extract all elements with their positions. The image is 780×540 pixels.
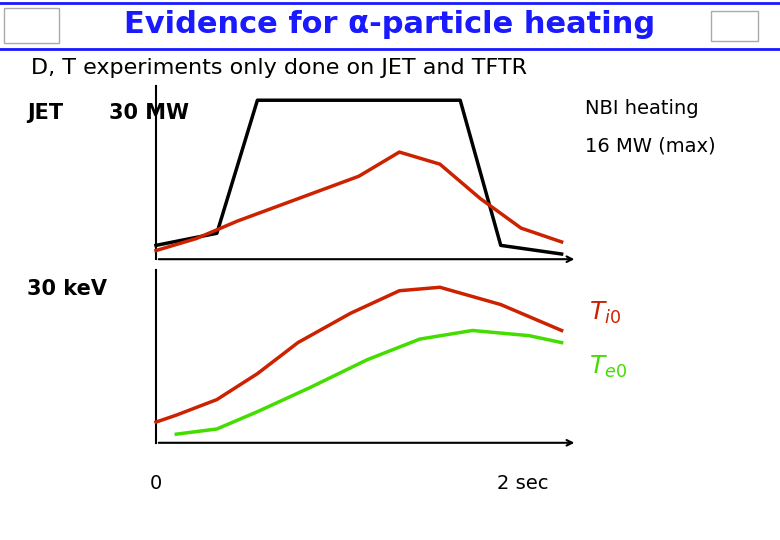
Text: JET: JET — [27, 103, 63, 124]
Text: 2 sec: 2 sec — [497, 474, 548, 493]
Text: $T_{i0}$: $T_{i0}$ — [589, 300, 621, 326]
Text: D, T experiments only done on JET and TFTR: D, T experiments only done on JET and TF… — [31, 57, 527, 78]
Text: 0: 0 — [150, 474, 162, 493]
Bar — [0, 0, 780, 49]
Text: NBI heating: NBI heating — [585, 98, 699, 118]
Text: 30 MW: 30 MW — [109, 103, 190, 124]
Text: Evidence for α-particle heating: Evidence for α-particle heating — [125, 10, 655, 39]
Bar — [711, 11, 758, 40]
Text: $T_{e0}$: $T_{e0}$ — [589, 354, 627, 380]
Text: 16 MW (max): 16 MW (max) — [585, 136, 715, 156]
Bar — [4, 8, 58, 43]
Text: 30 keV: 30 keV — [27, 279, 108, 299]
